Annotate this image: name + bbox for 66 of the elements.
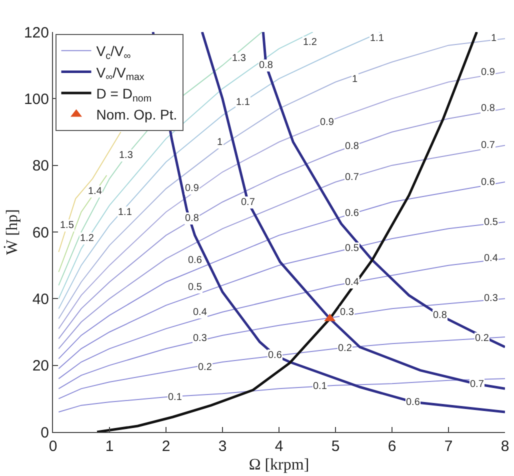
x-tick-label: 2 [162,438,170,455]
annotation: 1.3 [232,53,246,64]
x-tick-label: 4 [274,438,284,455]
x-axis-title: Ω [krpm] [248,456,310,474]
annotation: 0.7 [481,140,496,151]
annotation: 1.4 [88,186,102,197]
annotation: 1 [352,74,358,85]
annotation: 0.1 [168,392,182,403]
annotation: 0.8 [185,213,200,224]
annotation: 0.3 [484,293,498,304]
annotation: 0.6 [188,255,202,266]
y-tick-label: 120 [24,24,49,42]
x-tick-label: 1 [105,438,114,455]
annotation: 0.2 [338,343,352,354]
legend-label: Nom. Op. Pt. [96,106,178,123]
annotation: 0.7 [470,379,484,390]
x-tick-label: 8 [500,438,510,455]
annotation: 1.1 [370,33,384,44]
y-tick-label: 40 [32,290,49,308]
annotation: 0.9 [185,183,200,194]
annotation: 0.9 [320,117,334,128]
legend-label: D = D$_{nom}$ [96,85,152,104]
annotation: 0.8 [259,60,274,71]
annotation: 1.2 [80,233,94,244]
y-tick-label: 80 [32,158,49,175]
annotation: 1.5 [60,220,74,231]
y-axis-title: Ẇ [hp] [2,209,21,255]
x-tick-label: 3 [218,438,227,455]
annotation: 0.7 [241,197,256,208]
y-tick-label: 60 [32,224,49,242]
annotation: 0.8 [481,103,496,114]
annotation: 1.2 [303,37,318,48]
annotation: 1.3 [119,150,134,161]
annotation: 0.2 [475,333,490,344]
annotation: 0.5 [484,217,498,228]
annotation: 1 [217,137,223,148]
annotation: 0.1 [313,381,328,392]
annotation: 0.5 [188,282,202,293]
annotation: 0.6 [481,177,496,188]
annotation: 1.1 [118,207,132,218]
annotation: 0.6 [268,350,282,361]
annotation: 0.8 [433,310,448,321]
x-tick-label: 7 [444,438,453,455]
y-tick-label: 0 [40,424,49,442]
line-series [58,32,382,310]
x-tick-label: 6 [388,438,396,455]
legend-label: V$_{c}$/V$_{∞}$ [96,43,131,62]
annotation: 0.6 [406,397,420,408]
annotation: 0.6 [345,208,360,219]
annotation: 0.4 [484,253,498,264]
annotation: 0.5 [345,243,360,254]
annotation: 0.3 [193,333,208,344]
annotation: 0.2 [198,362,212,373]
annotation: 1 [491,33,497,44]
annotation: 0.9 [481,67,496,78]
line-series [58,378,505,412]
y-tick-label: 100 [24,90,49,108]
y-tick-label: 20 [32,358,49,375]
annotation: 0.4 [193,307,208,318]
annotation: 0.7 [345,172,360,183]
legend-label: V$_{∞}$/V$_{max}$ [96,64,144,84]
x-tick-label: 5 [331,438,340,455]
annotation: 0.3 [340,307,354,318]
annotation: 0.8 [345,141,360,152]
annotation: 0.4 [345,277,360,288]
annotation: 1.1 [236,97,250,108]
